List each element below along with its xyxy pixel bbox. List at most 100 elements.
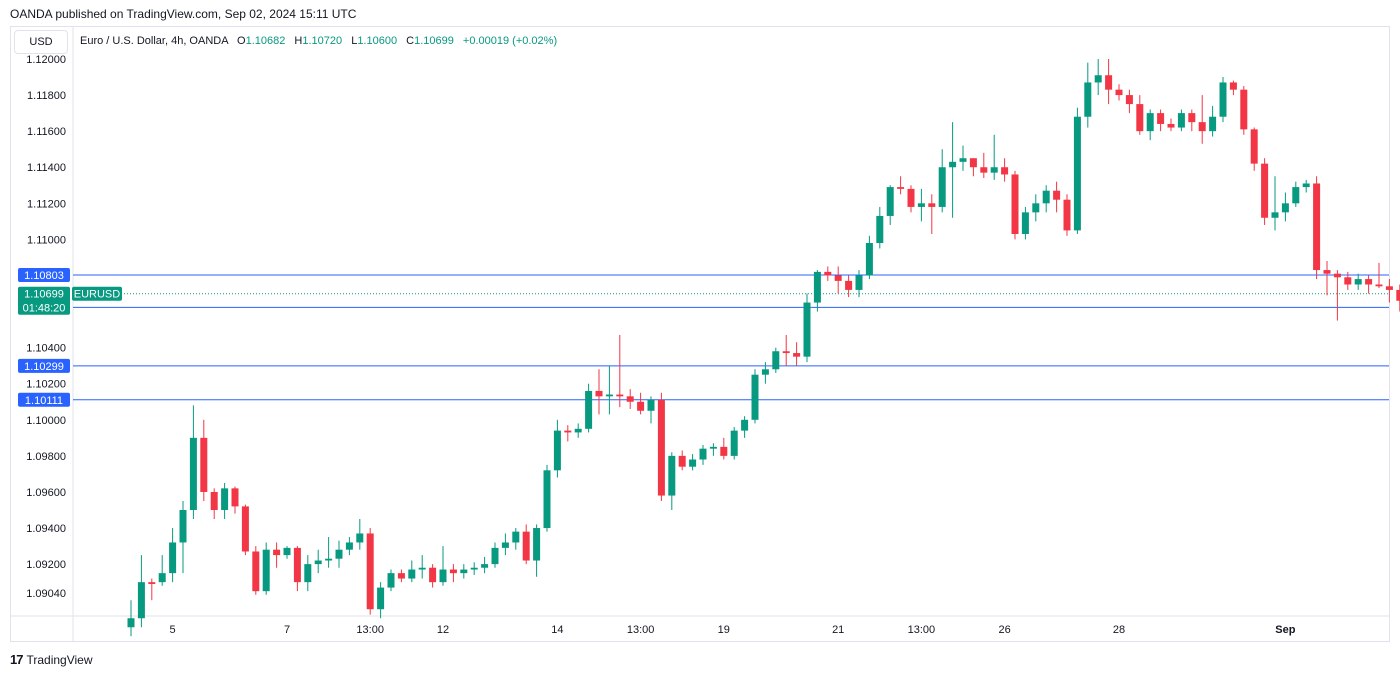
- price-tags: 1.108031.106231.102991.101111.1069901:48…: [18, 267, 122, 407]
- candle-body: [865, 243, 873, 276]
- x-tick-label: 26: [998, 624, 1010, 636]
- publisher-line: OANDA published on TradingView.com, Sep …: [10, 7, 357, 21]
- candle: [1125, 89, 1133, 114]
- candle-body: [938, 167, 946, 207]
- legend-high-label: H: [294, 35, 303, 47]
- candle: [200, 419, 208, 501]
- candle: [408, 560, 416, 583]
- candle: [1136, 95, 1144, 135]
- candle-body: [751, 374, 759, 420]
- level-price-tag-text: 1.10299: [24, 361, 64, 373]
- candle: [221, 482, 229, 520]
- level-price-tag-text: 1.10803: [24, 270, 64, 282]
- candle-body: [1292, 187, 1300, 204]
- candle: [1021, 206, 1029, 240]
- candles: [127, 59, 1400, 637]
- candle-body: [761, 369, 769, 375]
- candle: [1219, 77, 1227, 123]
- candle-body: [470, 567, 478, 570]
- candle-body: [283, 547, 291, 556]
- candle: [1032, 194, 1040, 222]
- candle: [990, 134, 998, 180]
- candle-body: [1302, 183, 1310, 188]
- candle: [262, 542, 270, 595]
- y-tick-label: 1.09400: [26, 523, 66, 535]
- level-price-tag-box: [18, 358, 70, 373]
- candle-body: [221, 488, 229, 510]
- candle: [1323, 261, 1331, 296]
- candle-body: [605, 394, 613, 397]
- candle-body: [553, 430, 561, 471]
- x-tick-label: 19: [718, 624, 730, 636]
- candle: [1313, 176, 1321, 280]
- candle: [772, 347, 780, 373]
- candle: [366, 528, 374, 615]
- candle-body: [886, 187, 894, 216]
- candle-body: [1219, 82, 1227, 117]
- candle-body: [813, 271, 821, 303]
- candle-body: [980, 167, 988, 173]
- candle-body: [1375, 284, 1383, 287]
- candle-body: [512, 531, 520, 543]
- candle: [917, 188, 925, 222]
- candle-body: [356, 533, 364, 543]
- candle: [356, 519, 364, 550]
- candle: [377, 582, 385, 619]
- candle-body: [325, 558, 333, 561]
- horizontal-levels: [73, 274, 1389, 401]
- level-price-tag-box: [18, 392, 70, 407]
- candle: [1001, 158, 1009, 182]
- candle-body: [1354, 279, 1362, 285]
- x-tick-label: Sep: [1275, 624, 1295, 636]
- legend-low: 1.10600: [357, 35, 398, 47]
- candle-body: [1042, 190, 1050, 204]
- candle: [782, 335, 790, 366]
- candle: [969, 158, 977, 177]
- candle: [761, 362, 769, 384]
- candle: [1042, 185, 1050, 213]
- candle: [210, 488, 218, 520]
- candle: [1375, 262, 1383, 289]
- candle-body: [262, 549, 270, 592]
- candle-body: [1136, 104, 1144, 132]
- chart-frame: [10, 26, 1390, 642]
- candle-body: [231, 488, 239, 507]
- candle: [335, 540, 343, 568]
- y-tick-label: 1.12000: [26, 54, 66, 66]
- candle-body: [397, 573, 405, 579]
- candle: [1292, 181, 1300, 207]
- candle-body: [1177, 113, 1185, 128]
- candle: [834, 266, 842, 294]
- candle: [397, 569, 405, 583]
- candle-body: [990, 167, 998, 173]
- candle-body: [1250, 129, 1258, 164]
- candle: [720, 437, 728, 460]
- candle-body: [1073, 116, 1081, 231]
- candle-body: [1146, 113, 1154, 132]
- x-tick-label: 5: [170, 624, 176, 636]
- level-price-tag: 1.10299: [18, 358, 70, 373]
- y-tick-label: 1.10400: [26, 343, 66, 355]
- candle-body: [876, 215, 884, 244]
- candle: [481, 556, 489, 574]
- candle-body: [241, 506, 249, 552]
- tradingview-logo-icon: 17: [10, 652, 24, 667]
- axis-lines: [11, 27, 1389, 641]
- candle: [803, 293, 811, 363]
- candle: [429, 564, 437, 588]
- footer: 17 TradingView: [10, 652, 93, 667]
- currency-button[interactable]: USD: [14, 30, 68, 54]
- candle-body: [1229, 82, 1237, 90]
- candle: [1177, 109, 1185, 132]
- candle: [824, 266, 832, 281]
- candle: [1229, 80, 1237, 96]
- candle-body: [1281, 203, 1289, 213]
- candle: [543, 464, 551, 532]
- candle-body: [210, 491, 218, 510]
- candle-body: [855, 275, 863, 290]
- candle-body: [481, 564, 489, 568]
- y-tick-label: 1.11400: [27, 162, 66, 174]
- candle-body: [1084, 82, 1092, 117]
- candle-body: [345, 542, 353, 550]
